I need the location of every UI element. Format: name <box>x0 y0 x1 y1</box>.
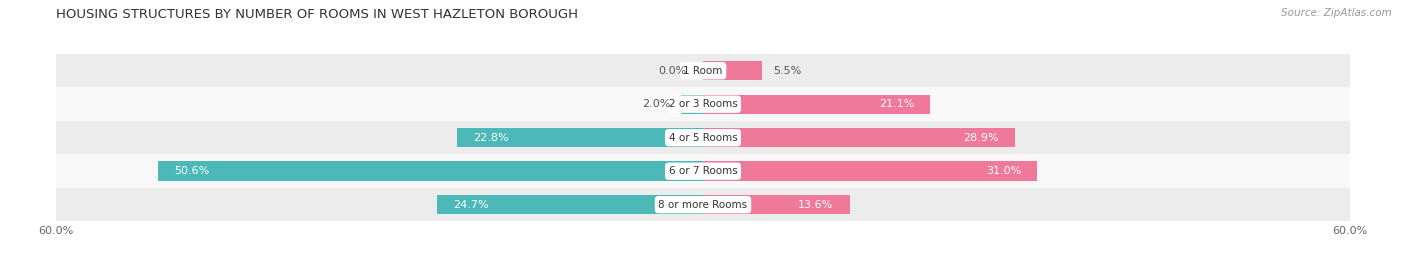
Text: 4 or 5 Rooms: 4 or 5 Rooms <box>669 133 737 143</box>
Text: 21.1%: 21.1% <box>879 99 914 109</box>
Text: HOUSING STRUCTURES BY NUMBER OF ROOMS IN WEST HAZLETON BOROUGH: HOUSING STRUCTURES BY NUMBER OF ROOMS IN… <box>56 8 578 21</box>
Bar <box>56 188 1350 221</box>
Text: 1 Room: 1 Room <box>683 66 723 76</box>
Text: Source: ZipAtlas.com: Source: ZipAtlas.com <box>1281 8 1392 18</box>
Bar <box>682 94 703 114</box>
Bar <box>703 161 1038 181</box>
Bar <box>703 128 1015 147</box>
Text: 6 or 7 Rooms: 6 or 7 Rooms <box>669 166 737 176</box>
Text: 24.7%: 24.7% <box>453 200 488 210</box>
Bar <box>56 54 1350 87</box>
Bar <box>437 195 703 214</box>
Text: 22.8%: 22.8% <box>474 133 509 143</box>
Text: 50.6%: 50.6% <box>174 166 209 176</box>
Bar <box>56 154 1350 188</box>
Bar <box>703 195 849 214</box>
Text: 2 or 3 Rooms: 2 or 3 Rooms <box>669 99 737 109</box>
Text: 13.6%: 13.6% <box>799 200 834 210</box>
Bar <box>703 94 931 114</box>
Bar <box>56 121 1350 154</box>
Bar <box>157 161 703 181</box>
Bar <box>457 128 703 147</box>
Bar <box>56 87 1350 121</box>
Text: 28.9%: 28.9% <box>963 133 998 143</box>
Text: 0.0%: 0.0% <box>658 66 688 76</box>
Bar <box>703 61 762 80</box>
Text: 31.0%: 31.0% <box>986 166 1021 176</box>
Text: 5.5%: 5.5% <box>773 66 801 76</box>
Text: 2.0%: 2.0% <box>643 99 671 109</box>
Text: 8 or more Rooms: 8 or more Rooms <box>658 200 748 210</box>
